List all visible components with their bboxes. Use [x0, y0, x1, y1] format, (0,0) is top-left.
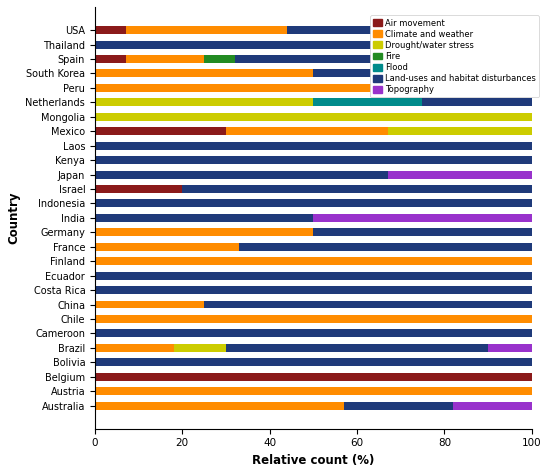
Bar	[95, 185, 182, 193]
Bar	[95, 344, 174, 352]
Bar	[95, 301, 204, 309]
Bar	[314, 228, 532, 236]
Bar	[174, 344, 226, 352]
Bar	[314, 214, 532, 222]
Bar	[344, 401, 453, 410]
Bar	[204, 301, 532, 309]
Bar	[95, 41, 532, 48]
Bar	[95, 401, 344, 410]
Bar	[95, 214, 314, 222]
Bar	[95, 26, 125, 34]
Bar	[95, 98, 314, 106]
Bar	[95, 257, 532, 265]
Bar	[422, 98, 532, 106]
Bar	[95, 373, 532, 381]
Bar	[125, 55, 204, 63]
Bar	[226, 344, 488, 352]
Bar	[497, 55, 532, 63]
Bar	[95, 113, 532, 121]
Bar	[314, 70, 532, 77]
Bar	[235, 55, 497, 63]
Bar	[226, 127, 388, 135]
Bar	[95, 387, 532, 395]
Bar	[95, 329, 532, 337]
Bar	[287, 26, 505, 34]
Y-axis label: Country: Country	[7, 191, 20, 244]
Bar	[95, 315, 532, 323]
Bar	[453, 401, 532, 410]
Bar	[95, 228, 314, 236]
Bar	[95, 142, 532, 150]
Bar	[95, 200, 532, 208]
Bar	[239, 243, 532, 251]
Bar	[182, 185, 532, 193]
Bar	[95, 272, 532, 280]
Bar	[95, 156, 532, 164]
Bar	[488, 344, 532, 352]
Bar	[95, 127, 226, 135]
Bar	[505, 26, 532, 34]
Bar	[95, 358, 532, 366]
Bar	[204, 55, 235, 63]
Bar	[95, 243, 239, 251]
Bar	[95, 286, 532, 294]
Bar	[314, 98, 422, 106]
Bar	[388, 127, 532, 135]
Bar	[388, 171, 532, 179]
Bar	[95, 70, 314, 77]
Bar	[125, 26, 287, 34]
Bar	[95, 55, 125, 63]
Bar	[475, 84, 532, 92]
Bar	[95, 171, 388, 179]
Bar	[95, 84, 475, 92]
Legend: Air movement, Climate and weather, Drought/water stress, Fire, Flood, Land-uses : Air movement, Climate and weather, Droug…	[370, 15, 539, 98]
X-axis label: Relative count (%): Relative count (%)	[252, 454, 375, 467]
